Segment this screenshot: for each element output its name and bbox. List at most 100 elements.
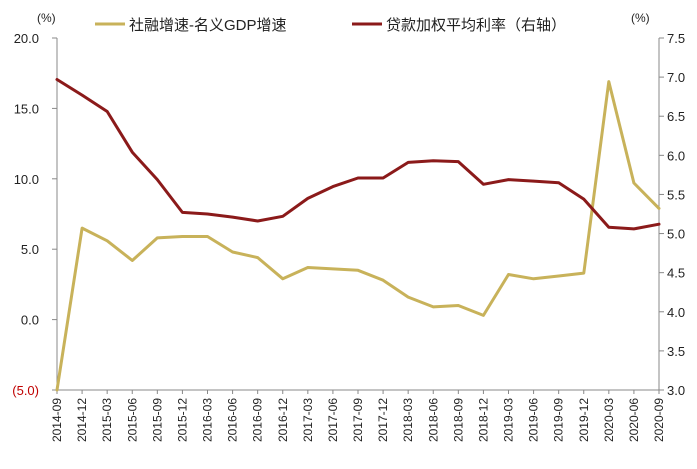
- series-1-point: [607, 80, 610, 83]
- series-1-point: [582, 271, 585, 275]
- right-tick-label: 4.0: [667, 305, 685, 320]
- series-2-point: [632, 227, 636, 231]
- x-tick-label: 2019-06: [527, 398, 541, 442]
- right-tick-label: 3.0: [667, 383, 685, 398]
- series-2-point: [131, 151, 134, 154]
- x-tick-label: 2015-09: [150, 398, 164, 442]
- right-axis-unit: (%): [631, 11, 650, 25]
- series-2-point: [607, 226, 610, 229]
- series-1-point: [557, 274, 560, 278]
- right-tick-label: 4.5: [667, 266, 685, 281]
- series-1-point: [55, 388, 59, 392]
- x-tick-label: 2019-09: [552, 398, 566, 442]
- right-tick-label: 3.5: [667, 344, 685, 359]
- left-tick-label: (5.0): [12, 383, 39, 398]
- series-2-point: [306, 197, 309, 200]
- x-tick-label: 2015-03: [100, 398, 114, 442]
- left-tick-label: 15.0: [14, 101, 39, 116]
- series-1-point: [156, 236, 159, 240]
- series-layer: [55, 78, 661, 392]
- series-2-point: [557, 181, 560, 184]
- series-2-point: [80, 93, 84, 97]
- left-tick-label: 10.0: [14, 172, 39, 187]
- series-2-point: [55, 78, 59, 81]
- series-2-point: [381, 176, 385, 180]
- series-2-point: [457, 160, 460, 163]
- series-2-point: [156, 178, 159, 181]
- x-tick-label: 2018-06: [426, 398, 440, 442]
- series-1-point: [507, 273, 510, 276]
- series-2-point: [106, 110, 109, 113]
- x-tick-label: 2016-06: [226, 398, 240, 442]
- x-tick-label: 2015-12: [175, 398, 189, 442]
- series-1-point: [532, 277, 535, 280]
- series-2-point: [657, 223, 661, 226]
- series-1-point: [632, 181, 636, 185]
- series-1-point: [657, 207, 661, 210]
- legend: 社融增速-名义GDP增速 贷款加权平均利率（右轴）: [95, 17, 566, 34]
- x-tick-label: 2020-06: [627, 398, 641, 442]
- x-tick-label: 2014-09: [50, 398, 64, 442]
- series-2-point: [256, 219, 259, 223]
- right-tick-label: 6.5: [667, 109, 685, 124]
- series-1-point: [281, 277, 284, 280]
- series-2-point: [281, 215, 284, 218]
- left-tick-label: 5.0: [21, 242, 39, 257]
- series-line-2: [55, 78, 661, 231]
- series-1-point: [181, 235, 184, 238]
- x-tick-label: 2018-09: [451, 398, 465, 442]
- right-tick-label: 5.5: [667, 187, 685, 202]
- x-tick-label: 2018-12: [476, 398, 490, 442]
- series-1-point: [106, 239, 109, 242]
- right-tick-label: 7.0: [667, 70, 685, 85]
- series-2-point: [507, 178, 510, 181]
- left-axis-unit: (%): [37, 11, 56, 25]
- left-tick-label: 0.0: [21, 313, 39, 328]
- x-tick-label: 2019-12: [577, 398, 591, 442]
- series-1-point: [432, 305, 435, 309]
- x-tick-label: 2015-06: [125, 398, 139, 442]
- series-2-point: [482, 183, 485, 186]
- x-tick-label: 2016-09: [251, 398, 265, 442]
- series-2-point: [331, 185, 335, 188]
- series-1-point: [356, 269, 360, 272]
- x-tick-label: 2020-03: [602, 398, 616, 442]
- left-tick-label: 20.0: [14, 31, 39, 46]
- x-tick-label: 2020-09: [652, 398, 666, 442]
- series-1-point: [131, 259, 134, 262]
- series-2-point: [432, 159, 435, 162]
- series-1-point: [306, 266, 309, 269]
- series-1-point: [80, 226, 84, 230]
- right-tick-label: 5.0: [667, 227, 685, 242]
- series-2-point: [181, 211, 184, 214]
- series-1-point: [381, 279, 385, 282]
- x-tick-label: 2014-12: [75, 398, 89, 442]
- series-1-point: [482, 314, 485, 317]
- series-2-point: [356, 176, 360, 180]
- series-2-point: [582, 197, 585, 201]
- x-tick-label: 2017-09: [351, 398, 365, 442]
- x-tick-label: 2017-06: [326, 398, 340, 442]
- series-1-point: [407, 295, 410, 299]
- x-tick-label: 2019-03: [502, 398, 516, 442]
- series-2-point: [532, 179, 535, 183]
- legend-label-2: 贷款加权平均利率（右轴）: [386, 17, 566, 34]
- series-2-point: [407, 161, 410, 164]
- x-tick-label: 2017-03: [301, 398, 315, 442]
- axes: (5.0) 0.0 5.0 10.0 15.0 20.0 (%) 3.0 3.5 4.0 4.5 5.…: [12, 11, 685, 442]
- x-tick-label: 2017-12: [376, 398, 390, 442]
- series-1-point: [206, 235, 209, 238]
- series-1-point: [256, 256, 259, 259]
- x-tick-label: 2016-12: [276, 398, 290, 442]
- legend-label-1: 社融增速-名义GDP增速: [129, 17, 287, 34]
- right-tick-label: 7.5: [667, 31, 685, 46]
- series-1-point: [331, 267, 335, 271]
- series-2-point: [206, 212, 209, 216]
- right-tick-label: 6.0: [667, 148, 685, 163]
- series-2-point: [231, 215, 234, 219]
- x-tick-label: 2018-03: [401, 398, 415, 442]
- x-tick-label: 2016-03: [201, 398, 215, 442]
- series-1-point: [231, 250, 234, 254]
